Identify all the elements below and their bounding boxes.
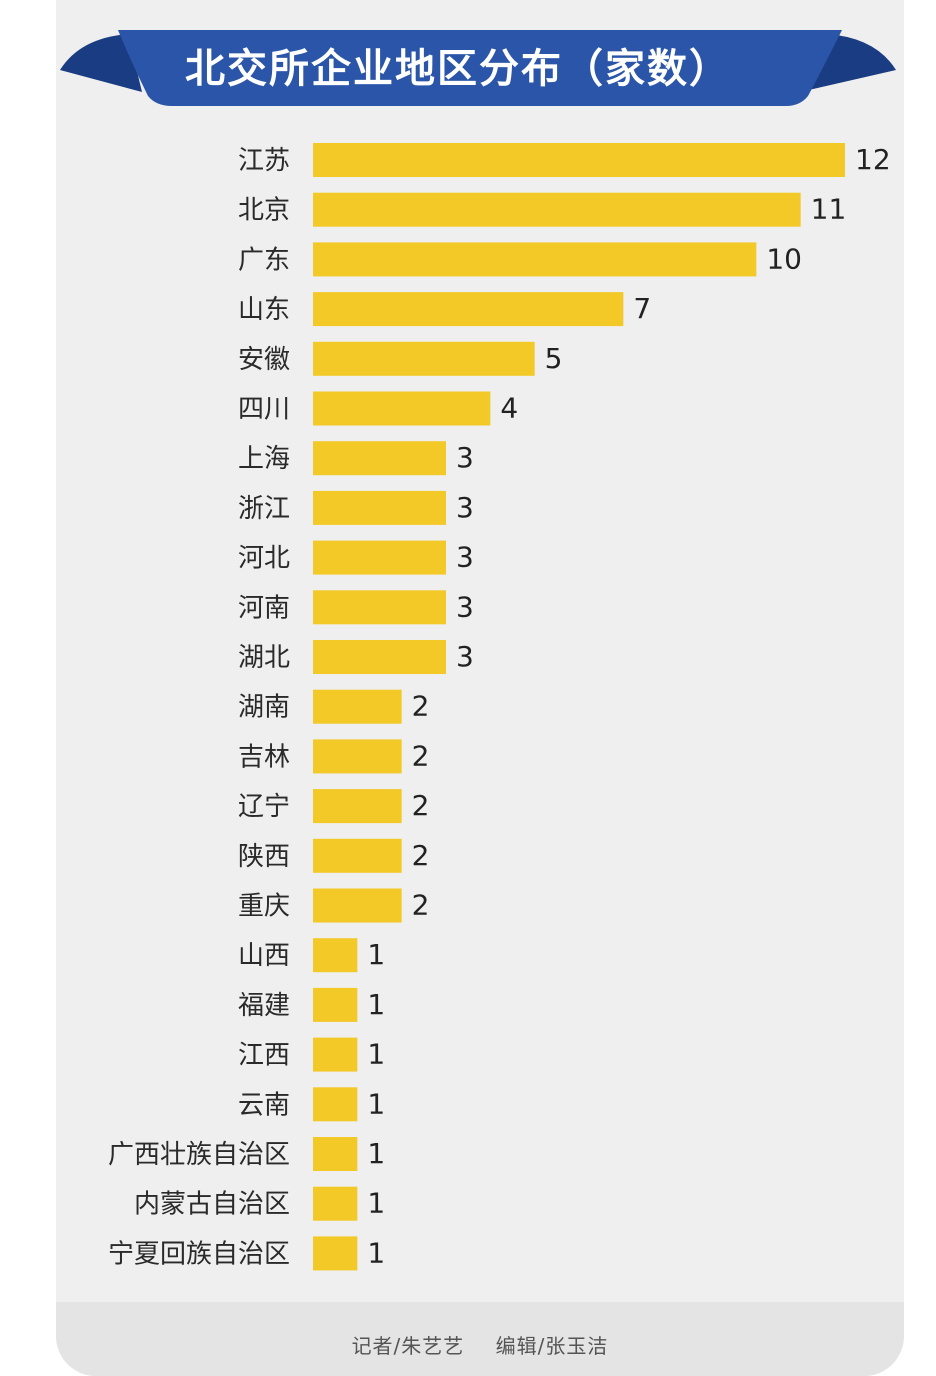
- value-label: 1: [367, 938, 385, 971]
- footer-band: [56, 1302, 904, 1376]
- category-label: 河北: [238, 544, 290, 574]
- value-label: 4: [500, 392, 518, 425]
- value-label: 3: [456, 541, 474, 574]
- category-label: 重庆: [238, 892, 290, 922]
- bar: [313, 540, 446, 575]
- category-label: 江苏: [238, 146, 290, 176]
- value-label: 1: [367, 1236, 385, 1269]
- bar: [313, 1037, 358, 1072]
- bar: [313, 1186, 358, 1221]
- bar: [313, 640, 446, 674]
- category-label: 山西: [238, 941, 290, 971]
- category-label: 湖南: [238, 693, 290, 723]
- category-label: 江西: [238, 1041, 290, 1071]
- bar: [313, 143, 845, 177]
- value-label: 11: [811, 193, 847, 226]
- bar: [313, 391, 491, 426]
- category-label: 安徽: [238, 345, 290, 375]
- bar: [313, 590, 446, 625]
- value-label: 2: [412, 889, 430, 922]
- banner-left-wing: [60, 34, 142, 92]
- category-label: 浙江: [238, 494, 290, 524]
- reporter-credit: 记者/朱艺艺: [351, 1334, 465, 1358]
- bar: [313, 739, 402, 774]
- bar: [313, 441, 446, 476]
- category-label: 辽宁: [238, 792, 290, 822]
- bar: [313, 341, 535, 376]
- chart-card: [56, 0, 904, 1376]
- category-label: 宁夏回族自治区: [108, 1239, 290, 1269]
- category-label: 四川: [238, 395, 290, 425]
- bar: [313, 987, 358, 1022]
- bar: [313, 1087, 358, 1122]
- category-label: 山东: [238, 295, 290, 325]
- banner-ribbon: [118, 30, 842, 106]
- value-label: 1: [367, 1187, 385, 1220]
- credits: 记者/朱艺艺 编辑/张玉洁: [56, 1330, 904, 1359]
- value-label: 1: [367, 1038, 385, 1071]
- category-label: 上海: [238, 444, 290, 474]
- value-label: 2: [412, 739, 430, 772]
- category-label: 吉林: [238, 742, 290, 772]
- editor-credit: 编辑/张玉洁: [495, 1334, 609, 1358]
- title-banner: [60, 30, 896, 106]
- value-label: 10: [766, 242, 802, 275]
- value-label: 12: [855, 143, 891, 176]
- bar: [313, 789, 402, 824]
- category-label: 北京: [238, 196, 290, 226]
- bar: [313, 1236, 358, 1271]
- value-label: 1: [367, 1087, 385, 1120]
- bar: [313, 689, 402, 724]
- category-label: 内蒙古自治区: [134, 1190, 290, 1220]
- value-label: 3: [456, 590, 474, 623]
- bar: [313, 292, 624, 327]
- category-label: 广西壮族自治区: [108, 1140, 290, 1170]
- value-label: 3: [456, 491, 474, 524]
- value-label: 1: [367, 988, 385, 1021]
- value-label: 2: [412, 789, 430, 822]
- bar: [313, 490, 446, 525]
- value-label: 7: [633, 292, 651, 325]
- bar: [313, 888, 402, 923]
- category-label: 云南: [238, 1090, 290, 1120]
- category-label: 陕西: [238, 842, 290, 872]
- category-label: 广东: [238, 245, 290, 275]
- value-label: 3: [456, 640, 474, 673]
- category-label: 福建: [238, 991, 290, 1021]
- category-label: 河南: [238, 593, 290, 623]
- value-label: 3: [456, 441, 474, 474]
- chart-title: 北交所企业地区分布（家数）: [185, 46, 731, 92]
- category-label: 湖北: [238, 643, 290, 673]
- value-label: 2: [412, 839, 430, 872]
- bar: [313, 938, 358, 973]
- bar: [313, 1137, 358, 1171]
- bar: [313, 192, 801, 227]
- value-label: 5: [545, 342, 563, 375]
- bar: [313, 242, 757, 277]
- value-label: 1: [367, 1137, 385, 1170]
- value-label: 2: [412, 690, 430, 723]
- bar: [313, 838, 402, 873]
